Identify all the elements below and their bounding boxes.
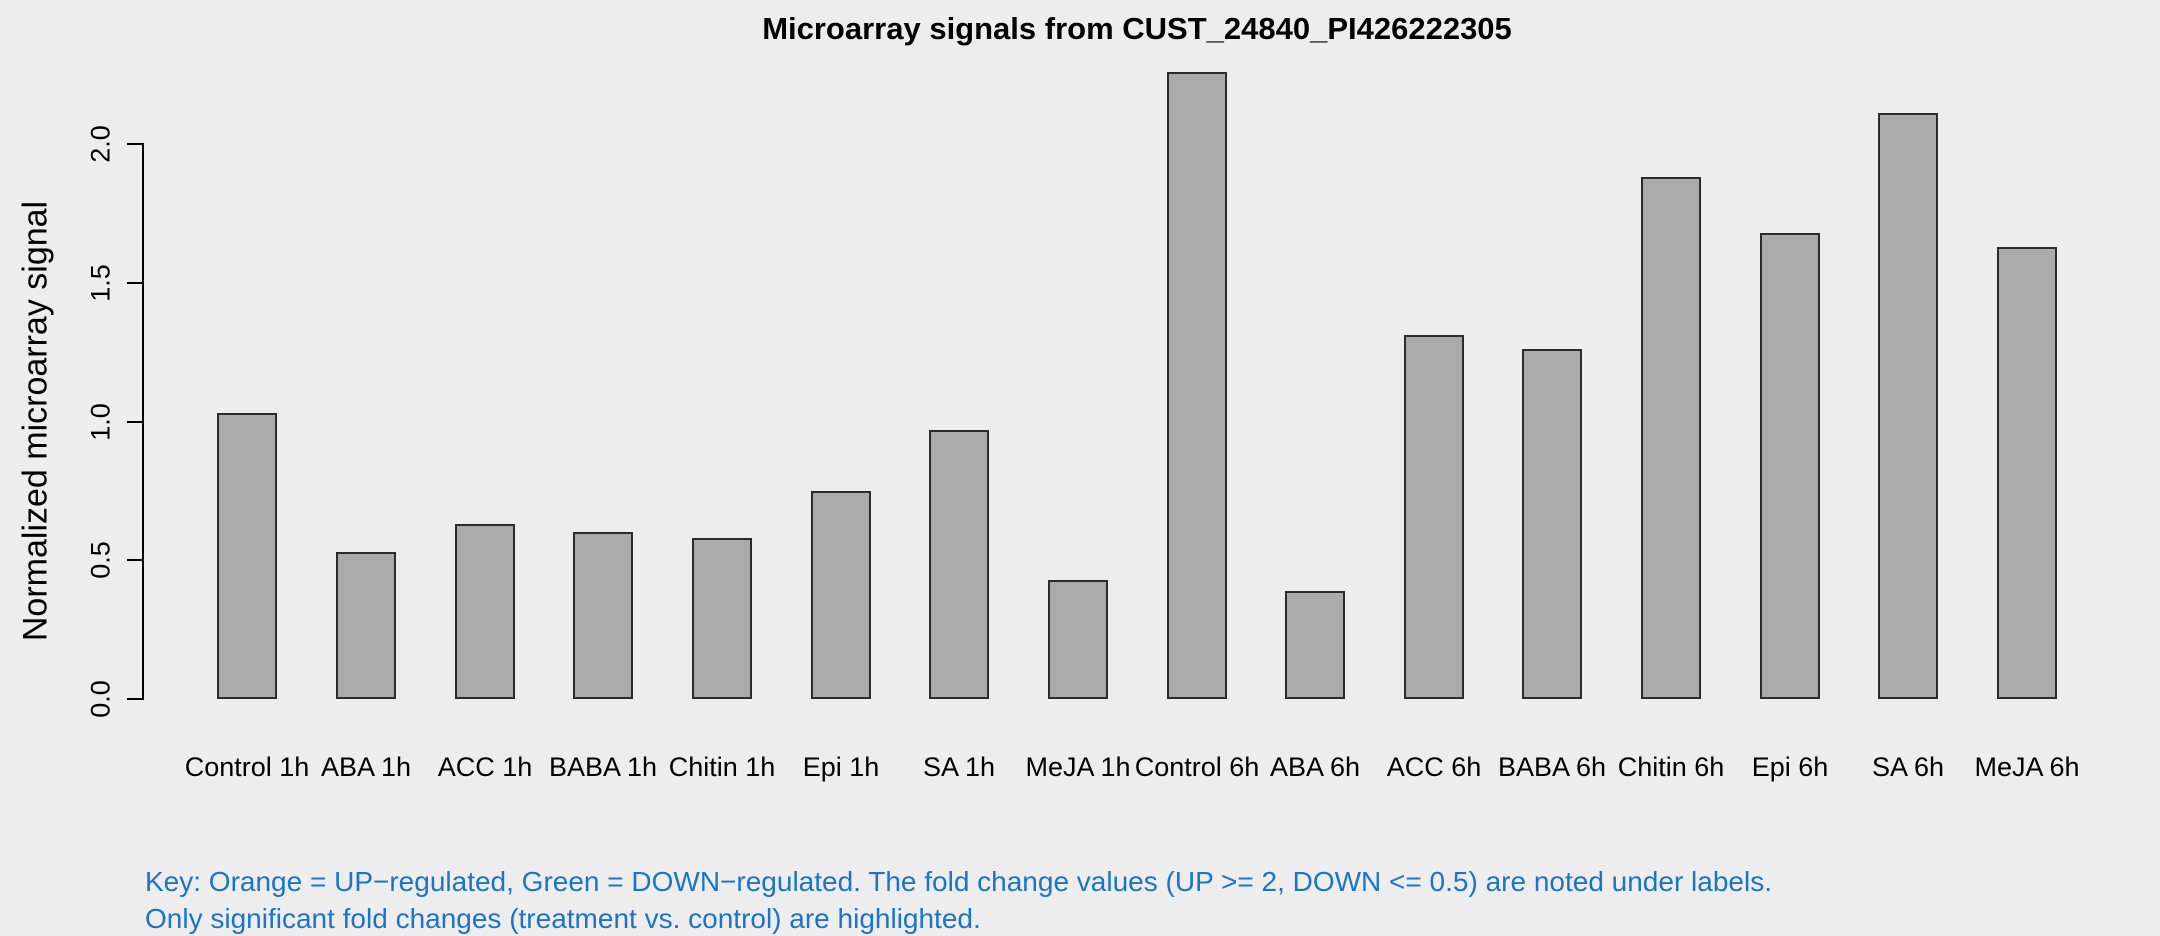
y-axis-tick-label: 1.5 (85, 263, 116, 302)
y-axis-tick (127, 698, 142, 700)
bar-chitin-6h (1641, 177, 1701, 699)
bar-control-1h (217, 413, 277, 699)
bar-baba-1h (573, 532, 633, 699)
bar-meja-6h (1997, 247, 2057, 699)
x-axis-label: ACC 6h (1386, 752, 1482, 782)
x-axis-label: MeJA 6h (1974, 752, 2080, 782)
bar-chitin-1h (692, 538, 752, 699)
y-axis-tick-label: 1.0 (85, 402, 116, 441)
y-axis-tick-label: 0.5 (85, 541, 116, 580)
bar-epi-1h (811, 491, 871, 699)
x-axis-label: MeJA 1h (1025, 752, 1131, 782)
x-axis-label: SA 6h (1871, 752, 1945, 782)
x-axis-label: Chitin 6h (1617, 752, 1725, 782)
x-axis-label: ABA 6h (1269, 752, 1361, 782)
y-axis-tick (127, 420, 142, 423)
x-axis-label: ABA 1h (320, 752, 412, 782)
y-axis-tick (127, 281, 142, 284)
bar-baba-6h (1522, 349, 1582, 699)
bar-sa-1h (929, 430, 989, 699)
x-axis-label: SA 1h (922, 752, 996, 782)
bar-aba-1h (336, 552, 396, 699)
x-axis-label: Control 1h (184, 752, 310, 782)
y-axis-line (142, 143, 144, 700)
key-footnote-line-1: Key: Orange = UP−regulated, Green = DOWN… (145, 866, 1772, 897)
y-axis-title: Normalized microarray signal (16, 200, 55, 642)
y-axis-tick (127, 143, 142, 145)
bar-epi-6h (1760, 233, 1820, 699)
bar-aba-6h (1285, 591, 1345, 699)
x-axis-label: Control 6h (1134, 752, 1260, 782)
x-axis-label: BABA 1h (548, 752, 658, 782)
bar-acc-1h (455, 524, 515, 699)
y-axis-tick (127, 559, 142, 562)
x-axis-label: BABA 6h (1497, 752, 1607, 782)
x-axis-label: Chitin 1h (668, 752, 776, 782)
bar-meja-1h (1048, 580, 1108, 699)
x-axis-label: Epi 6h (1751, 752, 1829, 782)
bar-acc-6h (1404, 335, 1464, 699)
x-axis-label: ACC 1h (437, 752, 533, 782)
bar-sa-6h (1878, 113, 1938, 699)
y-axis-tick-label: 0.0 (85, 680, 116, 718)
bar-control-6h (1167, 72, 1227, 699)
x-axis-label: Epi 1h (802, 752, 880, 782)
key-footnote-line-2: Only significant fold changes (treatment… (145, 903, 981, 934)
chart-title: Microarray signals from CUST_24840_PI426… (762, 11, 1512, 46)
y-axis-tick-label: 2.0 (85, 125, 116, 163)
